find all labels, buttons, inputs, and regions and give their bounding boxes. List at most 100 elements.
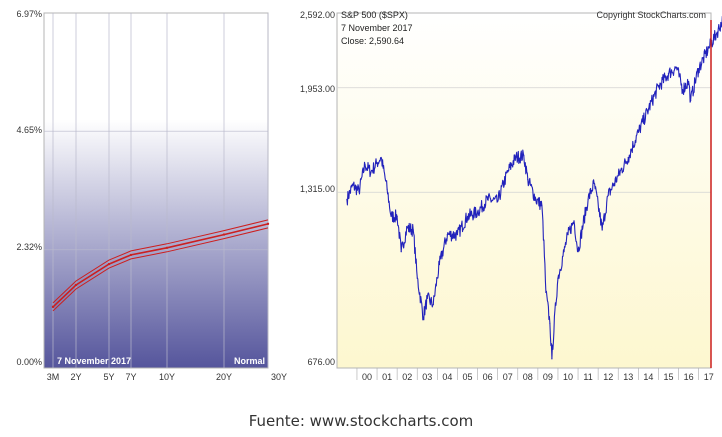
yield-point — [222, 233, 226, 236]
sp500-price-line — [346, 16, 722, 360]
sp500-point — [681, 88, 684, 91]
yield-date-label: 7 November 2017 — [57, 356, 131, 366]
yield-y-tick-label: 6.97% — [16, 9, 42, 19]
sp500-point — [675, 66, 678, 68]
yield-curve-points — [51, 222, 270, 309]
sp500-point — [422, 316, 424, 318]
sp500-point — [551, 358, 553, 360]
sp500-point — [698, 67, 700, 70]
sp500-point — [396, 215, 398, 218]
yield-x-tick-label: 30Y — [271, 372, 287, 382]
yield-y-tick-label: 2.32% — [16, 242, 42, 252]
sp500-x-tick-label: 17 — [704, 372, 714, 382]
sp500-chart: 2,592.00 1,953.00 1,315.00 676.00 00 01 02… — [300, 10, 722, 382]
sp500-point — [657, 86, 660, 88]
sp500-point — [541, 205, 543, 207]
sp500-point — [515, 156, 517, 159]
yield-point — [266, 222, 270, 226]
sp500-point — [358, 190, 360, 192]
sp500-x-tick-label: 15 — [663, 372, 673, 382]
sp500-point — [487, 198, 489, 200]
sp500-x-tick-label: 07 — [503, 372, 513, 382]
yield-x-axis: 3M 2Y 5Y 7Y 10Y 20Y 30Y — [47, 372, 287, 382]
sp500-point — [587, 198, 589, 200]
yield-point — [165, 246, 169, 249]
sp500-point — [390, 215, 392, 218]
sp500-point — [380, 156, 382, 159]
yield-x-tick-label: 5Y — [103, 372, 114, 382]
sp500-x-tick-label: 13 — [623, 372, 633, 382]
sp500-point — [456, 234, 459, 236]
sp500-x-tick-label: 16 — [684, 372, 694, 382]
yield-y-axis: 6.97% 4.65% 2.32% 0.00% — [16, 9, 42, 367]
sp500-point — [557, 277, 559, 279]
sp500-x-tick-label: 11 — [583, 372, 592, 382]
yield-point — [74, 283, 78, 287]
yield-point — [129, 253, 133, 257]
sp500-y-tick-label: 2,592.00 — [300, 10, 335, 20]
sp500-point — [601, 229, 603, 231]
sp500-x-tick-label: 08 — [523, 372, 533, 382]
sp500-point — [563, 251, 565, 253]
sp500-date-label: 7 November 2017 — [341, 23, 413, 33]
sp500-point — [549, 322, 551, 325]
sp500-point — [476, 211, 479, 213]
sp500-point — [446, 234, 448, 236]
sp500-y-tick-label: 1,315.00 — [300, 184, 335, 194]
yield-point — [107, 262, 111, 266]
sp500-title: S&P 500 ($SPX) — [341, 10, 408, 20]
sp500-grid — [337, 87, 711, 193]
sp500-point — [637, 131, 639, 133]
sp500-point — [716, 32, 718, 34]
sp500-point — [690, 100, 692, 102]
sp500-point — [376, 162, 378, 164]
sp500-point — [416, 277, 418, 279]
sp500-point — [497, 200, 499, 203]
sp500-point — [527, 178, 529, 181]
yield-curve-band-upper — [52, 219, 269, 304]
sp500-point — [688, 80, 690, 83]
figure-caption: Fuente: www.stockcharts.com — [248, 412, 474, 430]
sp500-plot-background — [336, 12, 712, 369]
sp500-point — [466, 215, 469, 218]
sp500-point — [352, 184, 354, 186]
sp500-point — [426, 297, 428, 299]
sp500-point — [617, 175, 619, 177]
sp500-point — [708, 47, 710, 49]
sp500-y-axis: 2,592.00 1,953.00 1,315.00 676.00 — [300, 10, 335, 367]
sp500-point — [370, 171, 372, 173]
sp500-x-tick-label: 09 — [543, 372, 553, 382]
sp500-x-tick-label: 06 — [483, 372, 493, 382]
yield-curve-chart: 6.97% 4.65% 2.32% 0.00% 3M 2Y 5Y 7Y 10Y … — [16, 9, 287, 382]
sp500-x-tick-label: 10 — [563, 372, 573, 382]
sp500-x-tick-label: 04 — [442, 372, 452, 382]
sp500-close-label: Close: 2,590.64 — [341, 36, 404, 46]
sp500-y-tick-label: 1,953.00 — [300, 84, 335, 94]
sp500-point — [406, 227, 408, 229]
sp500-point — [667, 73, 670, 75]
yield-y-tick-label: 0.00% — [16, 357, 42, 367]
sp500-price-points — [346, 32, 718, 360]
sp500-copyright: Copyright StockCharts.com — [596, 10, 706, 20]
yield-curve-band-lower — [52, 227, 269, 312]
sp500-x-tick-label: 02 — [402, 372, 412, 382]
yield-y-tick-label: 4.65% — [16, 125, 42, 135]
yield-x-tick-label: 3M — [47, 372, 60, 382]
yield-curve-type-label: Normal — [234, 356, 265, 366]
sp500-point — [647, 108, 650, 110]
yield-x-tick-label: 7Y — [125, 372, 136, 382]
sp500-point — [438, 263, 440, 266]
sp500-point — [412, 229, 414, 231]
sp500-x-tick-label: 03 — [422, 372, 432, 382]
sp500-x-tick-label: 00 — [362, 372, 372, 382]
sp500-point — [346, 198, 348, 200]
sp500-point — [432, 303, 434, 306]
sp500-y-tick-label: 676.00 — [307, 357, 335, 367]
yield-plot-background — [43, 12, 269, 369]
sp500-point — [523, 155, 525, 157]
sp500-point — [507, 171, 509, 173]
sp500-point — [607, 194, 609, 196]
sp500-point — [386, 188, 388, 190]
sp500-x-tick-label: 12 — [603, 372, 613, 382]
